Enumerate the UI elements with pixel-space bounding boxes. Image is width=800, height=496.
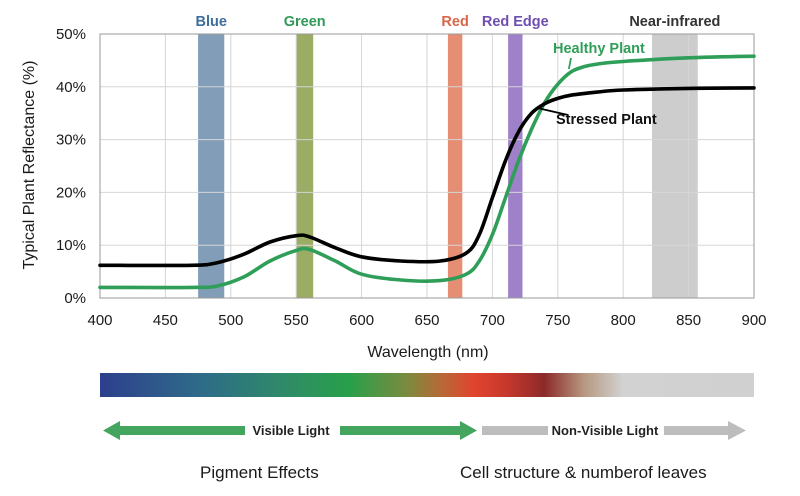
plot-frame xyxy=(99,33,755,299)
x-tick-label: 850 xyxy=(676,312,701,329)
x-tick-label: 600 xyxy=(349,312,374,329)
band-label-near-infrared: Near-infrared xyxy=(629,14,720,30)
annotation-pointer-healthy-plant xyxy=(567,57,572,70)
visible-light-label: Visible Light xyxy=(252,423,330,438)
cell-structure-caption: Cell structure & numberof leaves xyxy=(460,463,707,482)
y-tick-label: 10% xyxy=(56,237,86,254)
y-tick-label: 30% xyxy=(56,132,86,149)
x-tick-label: 900 xyxy=(741,312,766,329)
series-lines xyxy=(98,54,756,290)
x-tick-label: 800 xyxy=(611,312,636,329)
non-visible-light-label: Non-Visible Light xyxy=(552,423,659,438)
x-tick-label: 650 xyxy=(414,312,439,329)
annotation-healthy-plant: Healthy Plant xyxy=(553,41,645,57)
band-label-red-edge: Red Edge xyxy=(482,14,549,30)
band-label-green: Green xyxy=(284,14,326,30)
x-tick-label: 550 xyxy=(284,312,309,329)
x-tick-label: 400 xyxy=(87,312,112,329)
band-label-blue: Blue xyxy=(195,14,226,30)
pigment-effects-caption: Pigment Effects xyxy=(200,463,319,482)
y-axis-title: Typical Plant Reflectance (%) xyxy=(21,61,38,270)
visible-light-arrow-right xyxy=(340,421,477,440)
x-tick-label: 500 xyxy=(218,312,243,329)
band-green xyxy=(296,34,314,298)
band-labels: Blue Green Red Red Edge Near-infrared xyxy=(195,14,720,30)
y-tick-labels: 0% 10% 20% 30% 40% 50% xyxy=(56,26,86,307)
series-line-stressed-plant xyxy=(98,86,756,268)
y-tick-label: 0% xyxy=(64,290,86,307)
non-visible-light-arrow-right xyxy=(664,421,746,440)
annotation-pointer-stressed-plant xyxy=(539,107,569,116)
band-label-red: Red xyxy=(441,14,468,30)
curve-labels: Healthy Plant Stressed Plant xyxy=(539,41,657,128)
band-near-infrared xyxy=(651,34,698,298)
x-tick-label: 700 xyxy=(480,312,505,329)
y-tick-label: 40% xyxy=(56,79,86,96)
y-tick-label: 20% xyxy=(56,184,86,201)
band-blue xyxy=(198,34,225,298)
visible-light-arrow xyxy=(103,421,245,440)
spectrum-bar xyxy=(100,373,754,397)
x-axis-title: Wavelength (nm) xyxy=(367,344,488,361)
wavelength-bands xyxy=(198,34,698,298)
annotation-stressed-plant: Stressed Plant xyxy=(556,112,657,128)
x-tick-label: 750 xyxy=(545,312,570,329)
series-line-healthy-plant xyxy=(98,54,756,290)
band-red xyxy=(447,34,463,298)
non-visible-light-arrow-left xyxy=(482,426,548,435)
x-tick-labels: 400 450 500 550 600 650 700 750 800 850 900 xyxy=(87,312,766,329)
y-tick-label: 50% xyxy=(56,26,86,43)
x-tick-label: 450 xyxy=(153,312,178,329)
